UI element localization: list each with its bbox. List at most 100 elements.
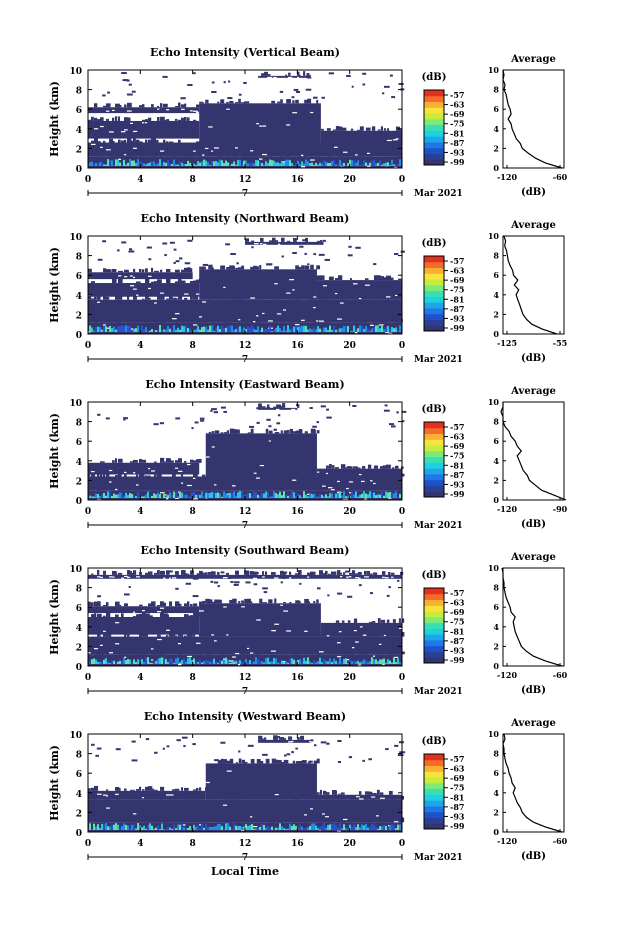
- echo-speckle: [337, 275, 343, 281]
- surface-echo: [91, 161, 93, 166]
- surface-echo: [265, 161, 267, 166]
- surface-echo: [153, 330, 155, 332]
- echo-speckle: [121, 140, 124, 143]
- echo-gap: [340, 576, 343, 578]
- profile-title: Average: [510, 386, 556, 397]
- surface-echo: [371, 492, 373, 498]
- echo-speckle: [118, 458, 123, 463]
- echo-gap: [187, 463, 191, 466]
- surface-echo: [203, 159, 205, 166]
- echo-gap: [109, 576, 113, 578]
- echo-speckle: [388, 790, 393, 795]
- surface-echo: [199, 162, 201, 166]
- echo-gap: [100, 576, 103, 579]
- y-tick-label: 0: [76, 331, 82, 341]
- echo-gap: [364, 284, 370, 286]
- echo-speckle: [355, 467, 361, 469]
- x-tick-label: 4: [137, 507, 143, 517]
- echo-gap: [349, 481, 354, 483]
- surface-echo: [369, 162, 371, 166]
- echo-speckle: [261, 73, 265, 76]
- y-tick-label: 0: [76, 497, 82, 507]
- echo-gap: [358, 577, 361, 579]
- surface-echo: [209, 661, 211, 664]
- echo-speckle: [383, 128, 386, 131]
- echo-speckle: [399, 741, 404, 744]
- profile-y-tick-label: 6: [493, 104, 499, 114]
- echo-gap: [292, 289, 295, 291]
- surface-echo: [335, 493, 337, 498]
- date-tick-label: 7: [242, 355, 248, 365]
- echo-gap: [391, 576, 394, 578]
- echo-speckle: [269, 240, 274, 242]
- surface-echo: [179, 824, 181, 830]
- surface-echo: [97, 824, 99, 830]
- echo-gap: [343, 818, 348, 821]
- surface-echo: [385, 662, 387, 664]
- surface-echo: [205, 160, 207, 166]
- surface-echo: [299, 326, 301, 332]
- echo-speckle: [184, 267, 188, 273]
- surface-echo: [111, 328, 113, 332]
- echo-speckle: [128, 250, 135, 253]
- profile-y-tick-label: 8: [493, 583, 499, 593]
- echo-speckle: [253, 265, 257, 270]
- surface-echo: [247, 661, 249, 664]
- echo-speckle: [105, 417, 110, 420]
- echo-speckle: [383, 85, 390, 88]
- echo-speckle: [220, 571, 225, 574]
- echo-gap: [254, 243, 259, 245]
- surface-echo: [129, 325, 131, 332]
- cloud-block: [320, 622, 402, 637]
- surface-echo: [247, 493, 249, 498]
- surface-echo: [179, 161, 181, 166]
- surface-echo: [351, 661, 353, 664]
- surface-echo: [337, 493, 339, 498]
- echo-speckle: [302, 239, 307, 242]
- surface-echo: [159, 325, 161, 332]
- x-tick-label: 4: [137, 839, 143, 849]
- echo-gap: [226, 634, 229, 636]
- echo-gap: [199, 824, 202, 826]
- echo-speckle: [280, 99, 283, 104]
- echo-speckle: [193, 295, 198, 300]
- surface-echo: [241, 826, 243, 830]
- surface-echo: [277, 494, 279, 498]
- echo-speckle: [280, 762, 286, 764]
- echo-gap: [166, 498, 169, 500]
- surface-echo: [119, 162, 121, 166]
- surface-echo: [251, 495, 253, 498]
- surface-echo: [181, 659, 183, 664]
- cloud-block: [258, 75, 311, 78]
- surface-echo: [365, 325, 367, 332]
- echo-speckle: [316, 421, 320, 424]
- echo-gap: [288, 76, 293, 79]
- y-tick-label: 8: [76, 585, 82, 595]
- surface-echo: [339, 657, 341, 664]
- surface-echo: [291, 162, 293, 166]
- surface-echo: [287, 495, 289, 498]
- echo-speckle: [263, 591, 268, 594]
- echo-speckle: [279, 737, 285, 740]
- echo-speckle: [298, 429, 303, 434]
- echo-gap: [133, 472, 136, 474]
- surface-echo: [317, 828, 319, 830]
- echo-speckle: [236, 262, 239, 265]
- surface-echo: [257, 160, 259, 166]
- cloud-block: [88, 799, 402, 823]
- colorbar-tick-label: -75: [450, 783, 464, 793]
- echo-speckle: [94, 296, 97, 300]
- echo-speckle: [175, 106, 179, 108]
- surface-echo: [225, 327, 227, 332]
- echo-gap: [172, 577, 177, 579]
- echo-gap: [355, 577, 359, 579]
- surface-echo: [149, 162, 151, 166]
- echo-speckle: [181, 736, 188, 739]
- colorbar-tick-label: -57: [450, 422, 464, 432]
- echo-speckle: [355, 246, 361, 249]
- surface-echo: [341, 162, 343, 166]
- surface-echo: [169, 328, 171, 332]
- surface-echo: [243, 327, 245, 332]
- colorbar-tick-label: -81: [450, 294, 464, 304]
- surface-echo: [201, 662, 203, 664]
